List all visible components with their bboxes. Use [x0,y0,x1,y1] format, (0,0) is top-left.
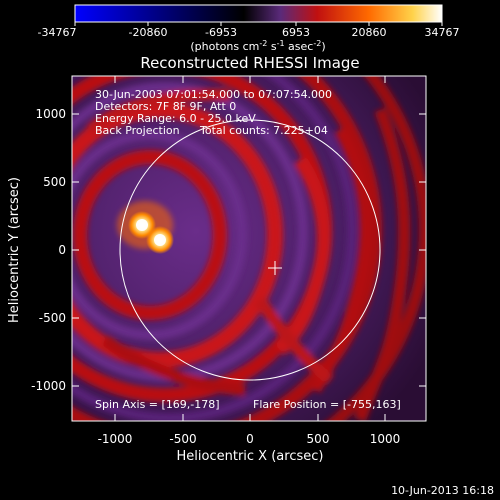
colorbar-ticks [74,22,443,26]
x-tick-label: 500 [307,432,330,446]
x-tick-label: 0 [246,432,254,446]
colorbar-tick-label: 34767 [425,26,460,39]
generation-timestamp: 10-Jun-2013 16:18 [391,484,494,497]
y-axis-label: Heliocentric Y (arcsec) [7,177,22,323]
colorbar-tick-label: -34767 [38,26,77,39]
image-title: Reconstructed RHESSI Image [140,54,359,72]
method-label: Back Projection [95,124,180,137]
x-tick-label: 1000 [370,432,401,446]
y-tick-label: -500 [39,311,66,325]
colorbar-tick-label: 20860 [352,26,387,39]
detectors: Detectors: 7F 8F 9F, Att 0 [95,100,236,113]
plot-area: 30-Jun-2003 07:01:54.000 to 07:07:54.000… [71,75,427,422]
y-tick-label: -1000 [31,379,66,393]
info-text: 30-Jun-2003 07:01:54.000 to 07:07:54.000… [95,88,332,137]
x-tick-label: -500 [169,432,196,446]
colorbar-tick-label: 6953 [282,26,310,39]
total-counts: Total counts: 7.225+04 [199,124,328,137]
time-range: 30-Jun-2003 07:01:54.000 to 07:07:54.000 [95,88,332,101]
solar-limb-circle [119,119,381,381]
image-field [72,76,426,421]
colorbar-gradient [74,4,443,23]
x-axis-ticks [114,76,386,421]
x-tick-label: -1000 [98,432,133,446]
y-tick-label: 0 [58,243,66,257]
colorbar: -34767 -20860 -6953 6953 20860 34767 (ph… [38,4,460,53]
plot-frame [71,75,427,422]
colorbar-tick-label: -20860 [129,26,168,39]
flare-position: Flare Position = [-755,163] [253,398,401,411]
colorbar-tick-label: -6953 [205,26,237,39]
x-tick-labels: -1000 -500 0 500 1000 [98,432,401,446]
y-axis-ticks [72,113,426,387]
ripple-pattern [72,76,426,421]
energy-range: Energy Range: 6.0 - 25.0 keV [95,112,256,125]
spin-axis: Spin Axis = [169,-178] [95,398,220,411]
x-axis-label: Heliocentric X (arcsec) [177,449,324,464]
y-tick-label: 500 [43,175,66,189]
y-tick-labels: 1000 500 0 -500 -1000 [31,107,66,393]
y-tick-label: 1000 [35,107,66,121]
colorbar-unit-label: (photons cm-2 s-1 asec-2) [190,39,325,53]
flare-source [117,201,174,254]
